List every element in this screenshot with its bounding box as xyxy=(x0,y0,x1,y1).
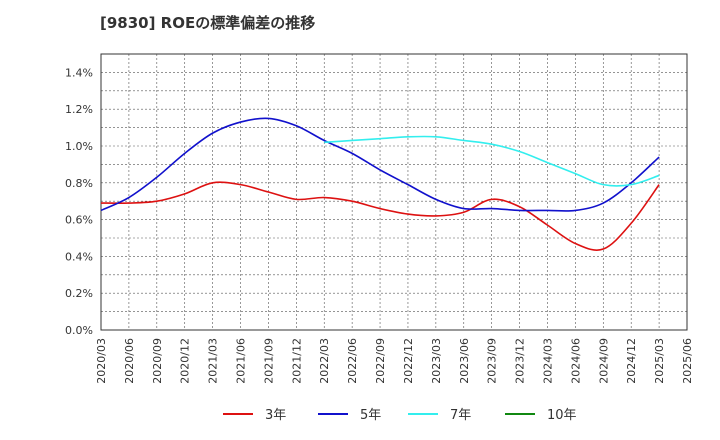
legend-label-1: 5年 xyxy=(360,408,381,423)
x-tick-label: 2022/12 xyxy=(402,338,415,384)
x-tick-label: 2021/03 xyxy=(207,338,220,384)
x-tick-label: 2020/09 xyxy=(151,338,164,384)
y-tick-label: 0.6% xyxy=(65,214,93,227)
x-tick-label: 2022/03 xyxy=(318,338,331,384)
grid-layer xyxy=(101,54,687,330)
y-tick-label: 1.4% xyxy=(65,66,93,79)
x-tick-label: 2024/09 xyxy=(597,338,610,384)
series-layer xyxy=(100,117,660,251)
legend: 3年 5年 7年 10年 xyxy=(223,408,577,423)
y-tick-label: 0.4% xyxy=(65,250,93,263)
x-tick-label: 2023/03 xyxy=(430,338,443,384)
x-tick-label: 2020/03 xyxy=(95,338,108,384)
x-tick-label: 2023/12 xyxy=(514,338,527,384)
x-tick-label: 2024/12 xyxy=(625,338,638,384)
x-tick-label: 2023/09 xyxy=(486,338,499,384)
x-tick-label: 2024/03 xyxy=(541,338,554,384)
x-tick-label: 2022/06 xyxy=(346,338,359,384)
y-tick-label: 0.2% xyxy=(65,287,93,300)
x-tick-label: 2020/12 xyxy=(179,338,192,384)
x-tick-label: 2020/06 xyxy=(123,338,136,384)
y-tick-label: 0.0% xyxy=(65,324,93,337)
plot-area-border xyxy=(100,53,688,331)
y-axis-ticks: 0.0% 0.2% 0.4% 0.6% 0.8% 1.0% 1.2% 1.4% xyxy=(65,66,93,337)
series-line-1 xyxy=(100,117,660,212)
legend-label-3: 10年 xyxy=(547,408,577,423)
x-tick-label: 2021/06 xyxy=(235,338,248,384)
y-tick-label: 1.2% xyxy=(65,103,93,116)
y-tick-label: 0.8% xyxy=(65,177,93,190)
legend-label-0: 3年 xyxy=(265,408,286,423)
x-tick-label: 2025/06 xyxy=(681,338,694,384)
series-line-0 xyxy=(100,181,660,251)
x-tick-label: 2022/09 xyxy=(374,338,387,384)
series-line-2 xyxy=(324,135,660,187)
x-axis-ticks: 2020/03 2020/06 2020/09 2020/12 2021/03 2021/… xyxy=(95,338,694,384)
x-tick-label: 2023/06 xyxy=(458,338,471,384)
x-tick-label: 2024/06 xyxy=(569,338,582,384)
x-tick-label: 2025/03 xyxy=(653,338,666,384)
y-tick-label: 1.0% xyxy=(65,140,93,153)
x-tick-label: 2021/09 xyxy=(262,338,275,384)
x-tick-label: 2021/12 xyxy=(290,338,303,384)
chart-title: [9830] ROEの標準偏差の推移 xyxy=(100,14,316,32)
legend-label-2: 7年 xyxy=(450,408,471,423)
